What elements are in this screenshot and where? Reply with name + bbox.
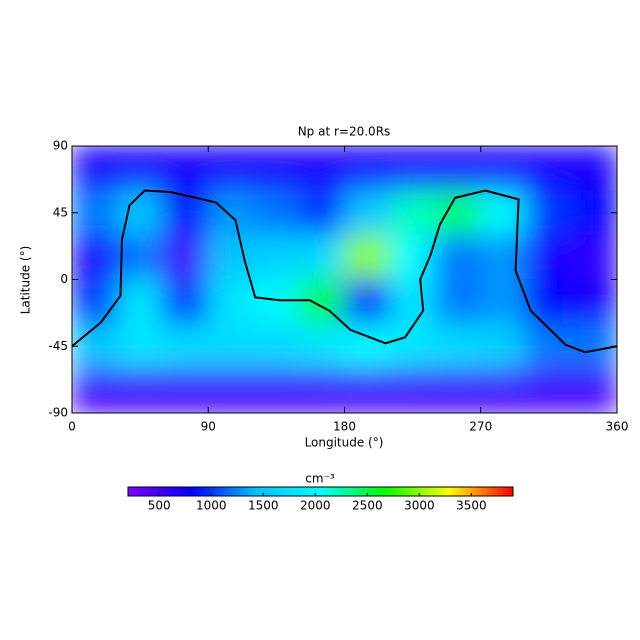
- y-tick-label: -45: [48, 339, 68, 353]
- heatmap-cell: [434, 368, 482, 413]
- heatmap-cell: [253, 368, 300, 413]
- heatmap-cell: [116, 323, 164, 369]
- heatmap-cell: [571, 146, 617, 191]
- heatmap-cell: [116, 279, 164, 325]
- heatmap-cell: [162, 190, 209, 236]
- heatmap-cell: [207, 190, 255, 236]
- y-tick-label: 45: [53, 205, 68, 219]
- heatmap-cell: [298, 190, 345, 236]
- heatmap-cell: [253, 146, 300, 191]
- colorbar-tick-label: 3500: [456, 499, 487, 513]
- heatmap-cell: [571, 368, 617, 413]
- heatmap-cell: [162, 146, 209, 191]
- heatmap-cell: [207, 323, 255, 369]
- heatmap-cell: [72, 279, 118, 325]
- y-tick-label: -90: [48, 406, 68, 420]
- heatmap-cell: [72, 323, 118, 369]
- colorbar-tick-label: 1000: [196, 499, 227, 513]
- heatmap: [72, 146, 617, 413]
- heatmap-cell: [344, 146, 391, 191]
- heatmap-cell: [298, 368, 345, 413]
- heatmap-cell: [480, 146, 527, 191]
- heatmap-cell: [571, 279, 617, 325]
- heatmap-cell: [207, 146, 255, 191]
- heatmap-cell: [480, 190, 527, 236]
- heatmap-cell: [253, 234, 300, 280]
- colorbar-tick-label: 500: [148, 499, 171, 513]
- heatmap-cell: [298, 146, 345, 191]
- heatmap-cell: [72, 190, 118, 236]
- heatmap-cell: [162, 323, 209, 369]
- heatmap-cell: [525, 234, 573, 280]
- heatmap-cell: [389, 146, 436, 191]
- heatmap-cell: [434, 323, 482, 369]
- heatmap-cell: [344, 279, 391, 325]
- heatmap-cell: [253, 190, 300, 236]
- heatmap-cell: [434, 279, 482, 325]
- heatmap-cell: [72, 368, 118, 413]
- heatmap-cell: [298, 323, 345, 369]
- heatmap-cell: [480, 279, 527, 325]
- heatmap-cell: [207, 368, 255, 413]
- colorbar-tick-label: 2000: [300, 499, 331, 513]
- x-tick-label: 90: [201, 420, 216, 434]
- colorbar: [127, 486, 514, 497]
- colorbar-tick-label: 2500: [352, 499, 383, 513]
- heatmap-cell: [571, 190, 617, 236]
- heatmap-cell: [480, 323, 527, 369]
- heatmap-cell: [207, 279, 255, 325]
- y-tick-label: 0: [60, 272, 68, 286]
- heatmap-cell: [162, 368, 209, 413]
- heatmap-cell: [344, 234, 391, 280]
- heatmap-cell: [207, 234, 255, 280]
- heatmap-cell: [298, 234, 345, 280]
- y-tick-label: 90: [53, 139, 68, 153]
- heatmap-cell: [525, 279, 573, 325]
- heatmap-cell: [525, 323, 573, 369]
- heatmap-cell: [253, 323, 300, 369]
- heatmap-cell: [344, 368, 391, 413]
- heatmap-cell: [480, 234, 527, 280]
- x-tick-label: 0: [68, 420, 76, 434]
- heatmap-cell: [253, 279, 300, 325]
- colorbar-tick-label: 1500: [248, 499, 279, 513]
- chart-title: Np at r=20.0Rs: [298, 125, 391, 139]
- x-tick-label: 360: [606, 420, 629, 434]
- heatmap-cell: [389, 190, 436, 236]
- heatmap-cell: [389, 279, 436, 325]
- heatmap-cell: [525, 146, 573, 191]
- heatmap-cell: [116, 146, 164, 191]
- heatmap-cell: [434, 146, 482, 191]
- heatmap-cell: [72, 234, 118, 280]
- heatmap-cell: [389, 368, 436, 413]
- heatmap-cell: [116, 234, 164, 280]
- heatmap-cell: [72, 146, 118, 191]
- heatmap-cell: [480, 368, 527, 413]
- heatmap-cell: [162, 279, 209, 325]
- heatmap-cell: [162, 234, 209, 280]
- colorbar-tick-label: 3000: [404, 499, 435, 513]
- heatmap-cell: [116, 368, 164, 413]
- heatmap-cell: [571, 323, 617, 369]
- heatmap-cell: [525, 368, 573, 413]
- neutral-line: [72, 189, 617, 354]
- x-axis-label: Longitude (°): [305, 436, 384, 450]
- x-tick-label: 180: [333, 420, 356, 434]
- x-tick-label: 270: [469, 420, 492, 434]
- heatmap-cell: [571, 234, 617, 280]
- colorbar-label: cm⁻³: [305, 472, 335, 486]
- heatmap-cell: [525, 190, 573, 236]
- y-axis-label: Latitude (°): [19, 246, 33, 315]
- heatmap-cell: [389, 323, 436, 369]
- heatmap-cell: [434, 234, 482, 280]
- heatmap-cell: [344, 190, 391, 236]
- heatmap-cell: [389, 234, 436, 280]
